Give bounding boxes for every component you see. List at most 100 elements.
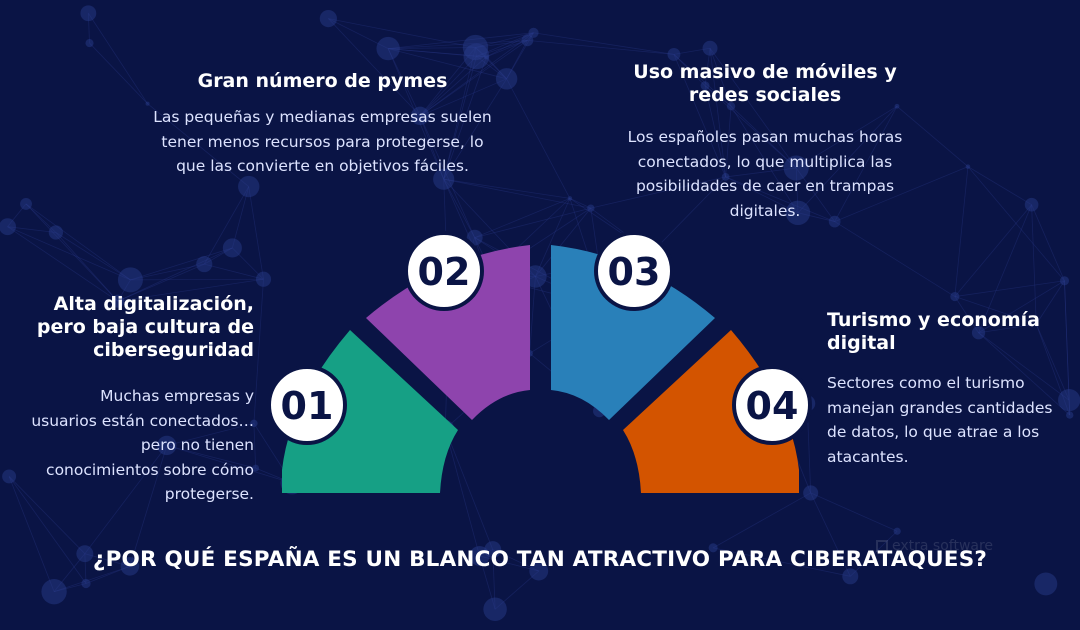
- network-node: [238, 175, 260, 198]
- network-line: [85, 565, 131, 584]
- item-04-description: Sectores como el turismo manejan grandes…: [827, 374, 1053, 466]
- item-01-title: Alta digitalización, pero baja cultura d…: [36, 293, 254, 361]
- network-line: [475, 32, 534, 48]
- network-line: [709, 48, 797, 169]
- network-line: [533, 32, 674, 55]
- network-line: [474, 198, 571, 239]
- watermark-text: extra software: [892, 538, 994, 554]
- network-line: [443, 56, 477, 180]
- network-line: [730, 105, 799, 214]
- network-line: [978, 332, 1070, 416]
- network-line: [117, 247, 233, 302]
- network-line: [89, 42, 148, 104]
- item-04-block: Turismo y economía digital Sectores como…: [827, 309, 1057, 469]
- network-node: [495, 68, 518, 90]
- network-node: [41, 578, 67, 605]
- network-line: [704, 85, 797, 169]
- segment-02: [366, 245, 530, 420]
- network-line: [1064, 280, 1071, 416]
- network-node: [0, 218, 17, 236]
- network-node: [252, 464, 260, 472]
- network-line: [967, 166, 1032, 206]
- network-line: [231, 186, 250, 249]
- network-line: [954, 166, 969, 297]
- network-line: [117, 263, 205, 302]
- network-node: [1058, 389, 1080, 412]
- badge-01: 01: [267, 365, 347, 445]
- network-line: [535, 198, 571, 277]
- item-03-block: Uso masivo de móviles y redes sociales L…: [605, 61, 925, 223]
- network-line: [725, 167, 797, 178]
- network-line: [7, 203, 27, 227]
- network-line: [1035, 323, 1070, 401]
- network-line: [204, 247, 233, 265]
- network-line: [444, 428, 494, 550]
- network-node: [528, 27, 539, 38]
- network-line: [443, 78, 507, 180]
- network-line: [84, 553, 87, 584]
- network-line: [978, 280, 1065, 334]
- network-node: [484, 541, 502, 559]
- network-line: [527, 39, 674, 55]
- network-line: [166, 422, 254, 446]
- network-line: [475, 47, 507, 80]
- network-line: [590, 176, 726, 209]
- network-line: [673, 54, 732, 107]
- network-line: [419, 78, 507, 117]
- network-line: [443, 179, 476, 238]
- network-node: [785, 200, 811, 226]
- network-line: [88, 13, 148, 104]
- network-node: [120, 557, 140, 576]
- network-line: [25, 203, 131, 281]
- network-line: [53, 565, 131, 593]
- network-node: [708, 543, 718, 553]
- network-line: [795, 167, 835, 222]
- network-line: [53, 583, 87, 593]
- network-line: [704, 85, 727, 178]
- network-line: [388, 48, 477, 57]
- network-line: [8, 476, 87, 584]
- network-node: [410, 106, 430, 126]
- network-line: [248, 186, 264, 280]
- network-line: [967, 166, 1065, 282]
- network-node: [950, 291, 960, 302]
- network-line: [850, 530, 898, 577]
- network-line: [527, 32, 534, 41]
- network-line: [166, 445, 293, 484]
- item-02-block: Gran número de pymes Las pequeñas y medi…: [150, 70, 495, 179]
- network-node: [529, 561, 549, 581]
- network-line: [204, 263, 264, 280]
- network-line: [328, 18, 389, 49]
- item-03-description: Los españoles pasan muchas horas conecta…: [627, 128, 903, 220]
- network-line: [479, 555, 496, 610]
- network-line: [810, 492, 898, 532]
- network-node: [157, 435, 177, 456]
- network-line: [476, 56, 507, 80]
- network-node: [803, 485, 819, 501]
- network-line: [444, 428, 480, 557]
- item-02-description: Las pequeñas y medianas empresas suelen …: [153, 108, 492, 175]
- network-line: [725, 106, 732, 177]
- network-line: [7, 226, 56, 233]
- network-line: [8, 476, 86, 554]
- network-line: [529, 276, 536, 354]
- network-line: [388, 32, 534, 50]
- network-line: [419, 115, 445, 180]
- network-line: [117, 279, 131, 302]
- network-node: [587, 204, 595, 212]
- network-line: [55, 232, 119, 302]
- network-line: [486, 32, 534, 58]
- network-line: [419, 115, 476, 238]
- network-line: [53, 553, 86, 592]
- network-line: [535, 207, 592, 277]
- network-line: [419, 56, 487, 117]
- network-node: [702, 40, 718, 56]
- network-line: [117, 278, 264, 302]
- network-node: [828, 215, 841, 228]
- network-node: [76, 545, 94, 563]
- network-line: [978, 332, 1070, 401]
- network-line: [253, 279, 264, 424]
- network-line: [25, 203, 119, 302]
